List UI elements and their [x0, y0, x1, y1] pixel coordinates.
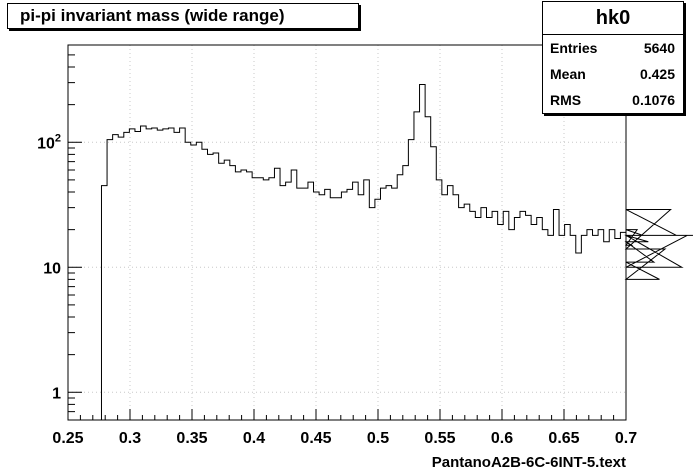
y-tick-label: 1 — [52, 385, 61, 402]
stats-label: RMS — [550, 92, 582, 108]
stats-value: 5640 — [643, 40, 675, 56]
stats-value: 0.1076 — [632, 92, 675, 108]
x-tick-label: 0.55 — [424, 430, 455, 447]
x-tick-label: 0.4 — [243, 430, 265, 447]
stats-box: hk0 Entries 5640 Mean 0.425 RMS 0.1076 — [542, 1, 684, 114]
x-tick-label: 0.3 — [119, 430, 141, 447]
y-tick-label: 102 — [37, 132, 61, 152]
plot-frame — [67, 44, 627, 421]
x-tick-label: 0.5 — [367, 430, 389, 447]
x-tick-label: 0.35 — [176, 430, 207, 447]
x-tick-label: 0.25 — [52, 430, 83, 447]
grid-lines — [68, 45, 626, 420]
x-tick-label: 0.7 — [615, 430, 637, 447]
stats-row-entries: Entries 5640 — [543, 35, 683, 61]
axis-ticks — [67, 44, 627, 421]
stats-value: 0.425 — [639, 66, 675, 82]
chart-title: pi-pi invariant mass (wide range) — [7, 3, 359, 29]
x-tick-label: 0.45 — [300, 430, 331, 447]
stats-row-mean: Mean 0.425 — [543, 61, 683, 87]
x-axis-label: PantanoA2B-6C-6INT-5.text — [432, 454, 626, 471]
y-tick-label: 10 — [43, 260, 61, 277]
stats-label: Mean — [550, 66, 586, 82]
stats-histogram-name: hk0 — [543, 2, 683, 35]
axis-labels: 0.25 0.3 0.35 0.4 0.45 0.5 0.55 0.6 0.65 0.7 1 10 10… — [37, 132, 637, 447]
stats-row-rms: RMS 0.1076 — [543, 87, 683, 113]
chart-title-text: pi-pi invariant mass (wide range) — [20, 6, 285, 25]
x-tick-label: 0.65 — [548, 430, 579, 447]
stats-label: Entries — [550, 40, 598, 56]
histogram-line — [95, 83, 693, 421]
x-tick-label: 0.6 — [491, 430, 513, 447]
